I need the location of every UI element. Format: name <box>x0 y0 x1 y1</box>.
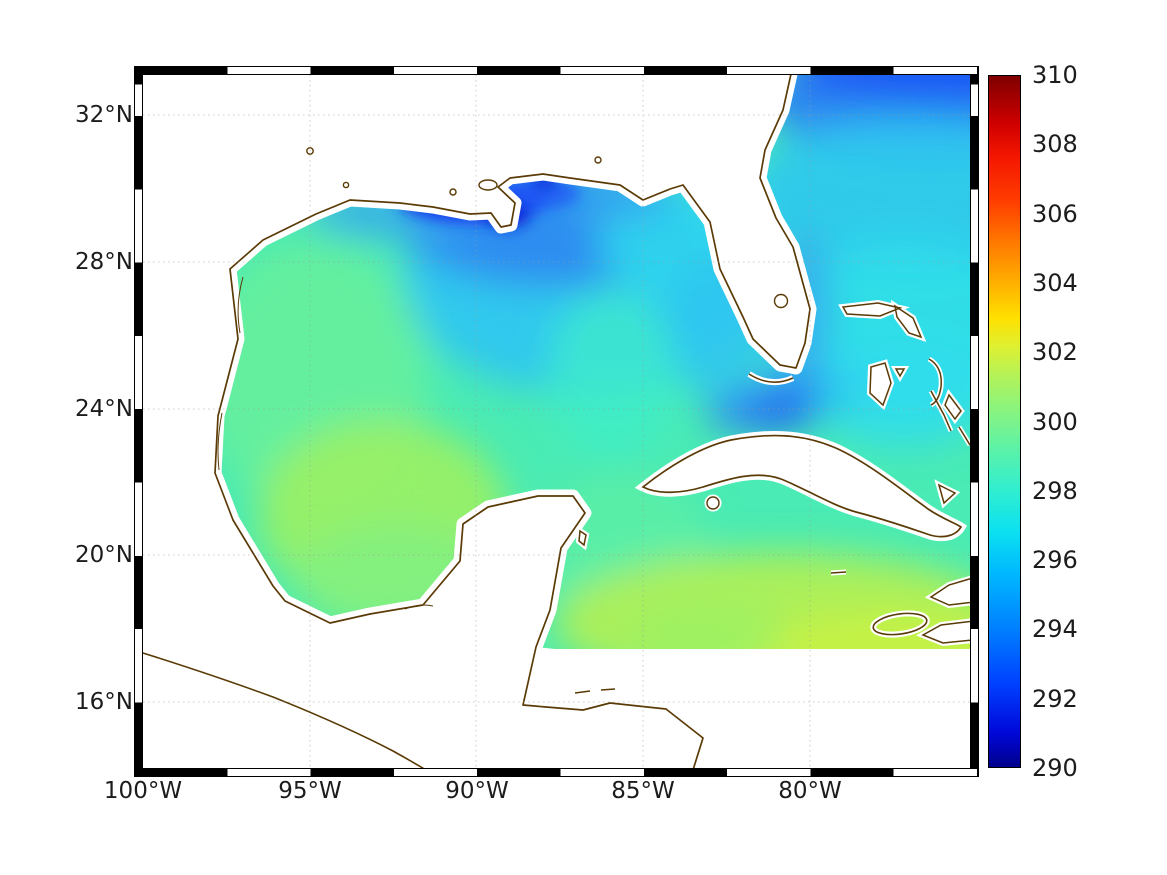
map-frame-right <box>970 75 979 768</box>
jamaica-outline <box>872 612 928 636</box>
pacific-coastline <box>143 652 425 768</box>
colorbar-tick-label: 302 <box>1032 338 1078 366</box>
colorbar-tick-label: 306 <box>1032 200 1078 228</box>
lat-tick-label: 16°N <box>75 689 133 715</box>
colorbar-tick-label: 298 <box>1032 477 1078 505</box>
grid-lines <box>143 75 970 768</box>
lat-tick-label: 24°N <box>75 396 133 422</box>
lon-tick-label: 85°W <box>611 778 675 804</box>
map-frame-top <box>134 66 979 75</box>
isla-juventud <box>706 496 720 510</box>
lat-tick-label: 28°N <box>75 249 133 275</box>
map-frame-bottom <box>134 768 979 777</box>
lon-tick-label: 95°W <box>278 778 342 804</box>
colorbar-tick-label: 292 <box>1032 685 1078 713</box>
colorbar-tick-label: 294 <box>1032 615 1078 643</box>
lat-tick-label: 20°N <box>75 542 133 568</box>
inland-lakes <box>217 147 789 610</box>
colorbar-tick-label: 290 <box>1032 754 1078 782</box>
map-frame-left <box>134 75 143 768</box>
lon-tick-label: 80°W <box>778 778 842 804</box>
map-canvas <box>143 75 970 768</box>
colorbar-tick-label: 304 <box>1032 269 1078 297</box>
colorbar <box>988 75 1021 768</box>
lon-tick-label: 90°W <box>445 778 509 804</box>
lake-okeechobee <box>773 293 789 309</box>
colorbar-tick-label: 308 <box>1032 130 1078 158</box>
colorbar-tick-label: 296 <box>1032 546 1078 574</box>
lat-tick-label: 32°N <box>75 102 133 128</box>
colorbar-tick-label: 300 <box>1032 408 1078 436</box>
lon-tick-label: 100°W <box>103 778 183 804</box>
colorbar-tick-label: 310 <box>1032 61 1078 89</box>
